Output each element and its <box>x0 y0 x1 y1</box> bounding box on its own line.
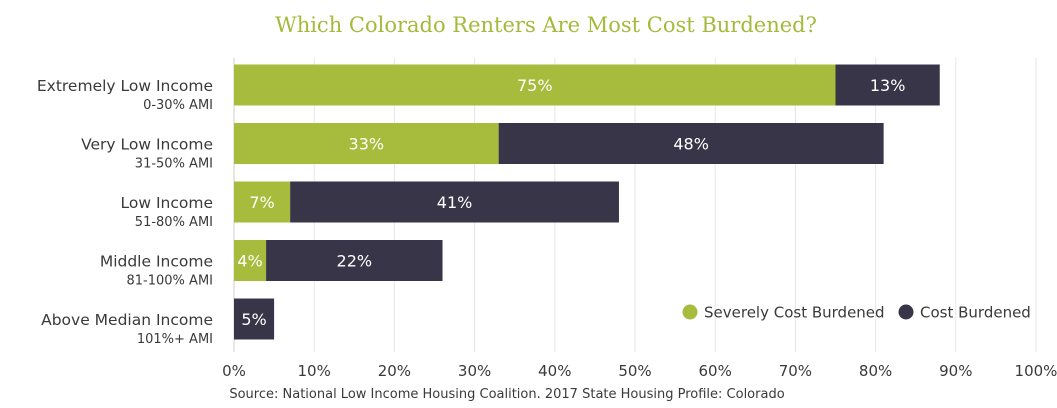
data-label: 33% <box>349 135 385 154</box>
bar-cost-burdened <box>290 181 619 223</box>
category-sublabel: 81-100% AMI <box>127 274 213 289</box>
bar-severely-cost-burdened <box>234 64 836 106</box>
category-label: Above Median Income <box>41 311 213 329</box>
x-tick-label: 70% <box>779 362 812 380</box>
data-label: 5% <box>241 310 266 329</box>
bar-cost-burdened <box>835 64 940 106</box>
bar-cost-burdened <box>234 298 275 340</box>
x-tick-label: 10% <box>298 362 331 380</box>
x-tick-label: 100% <box>1015 362 1057 380</box>
x-tick-label: 60% <box>699 362 732 380</box>
data-label: 41% <box>437 193 473 212</box>
category-sublabel: 101%+ AMI <box>137 332 213 347</box>
x-tick-label: 20% <box>378 362 411 380</box>
chart-title: Which Colorado Renters Are Most Cost Bur… <box>275 13 817 37</box>
bar-severely-cost-burdened <box>234 240 267 281</box>
data-label: 48% <box>673 135 709 154</box>
x-tick-label: 80% <box>859 362 892 380</box>
category-sublabel: 31-50% AMI <box>135 157 213 172</box>
x-tick-label: 0% <box>222 362 246 380</box>
legend-swatch-severely <box>682 304 698 320</box>
x-tick-label: 40% <box>538 362 571 380</box>
category-sublabel: 0-30% AMI <box>143 98 213 113</box>
x-tick-label: 30% <box>458 362 491 380</box>
bars: 75% 13% 33% 48% 7% 41% 4% 22% 5% <box>234 64 940 340</box>
bar-severely-cost-burdened <box>234 181 291 223</box>
category-label: Very Low Income <box>81 136 213 154</box>
x-axis-ticks: 0% 10% 20% 30% 40% 50% 60% 70% 80% 90% 100% <box>222 362 1057 380</box>
bar-cost-burdened <box>498 123 884 164</box>
data-label: 4% <box>237 252 262 271</box>
legend: Severely Cost Burdened Cost Burdened <box>682 304 1031 322</box>
category-label: Extremely Low Income <box>37 77 213 95</box>
category-labels: Extremely Low Income 0-30% AMI Very Low In… <box>37 77 213 347</box>
x-tick-label: 50% <box>618 362 651 380</box>
bar-cost-burdened <box>266 240 443 281</box>
bar-severely-cost-burdened <box>234 123 499 164</box>
legend-label: Cost Burdened <box>920 304 1031 322</box>
legend-label: Severely Cost Burdened <box>704 304 885 322</box>
legend-swatch-cost-burdened <box>898 304 914 320</box>
data-label: 13% <box>870 76 906 95</box>
x-tick-label: 90% <box>939 362 972 380</box>
data-label: 7% <box>249 193 274 212</box>
category-label: Middle Income <box>100 253 213 271</box>
category-sublabel: 51-80% AMI <box>135 215 213 230</box>
data-label: 75% <box>517 76 553 95</box>
source-note: Source: National Low Income Housing Coal… <box>229 387 784 402</box>
data-label: 22% <box>337 252 373 271</box>
category-label: Low Income <box>121 194 214 212</box>
